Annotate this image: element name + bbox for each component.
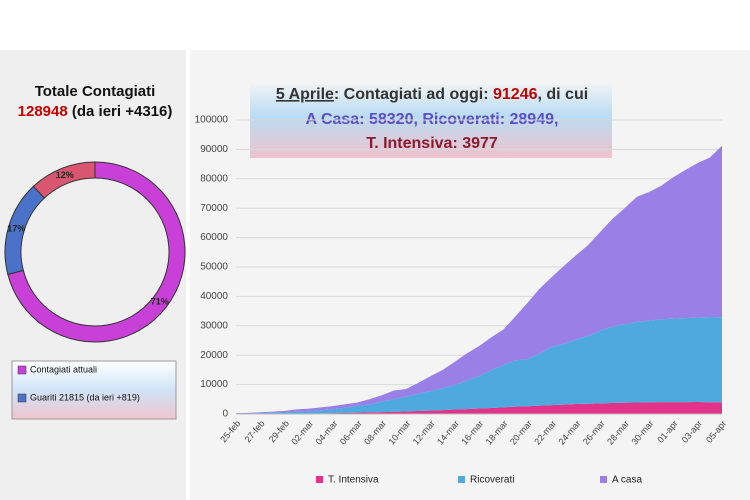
title-part: : Contagiati ad oggi:	[334, 86, 493, 103]
slice-label: 71%	[151, 297, 169, 307]
legend-swatch	[316, 476, 323, 483]
slice-label: 12%	[56, 170, 74, 180]
legend-label: A casa	[612, 475, 642, 486]
x-tick-label: 08-mar	[362, 418, 388, 446]
y-tick-label: 50000	[200, 262, 228, 273]
x-tick-label: 10-mar	[386, 418, 412, 446]
y-tick-label: 90000	[200, 144, 228, 155]
legend-label: Guariti 21815 (da ieri +819)	[30, 392, 140, 402]
legend-swatch	[17, 393, 27, 403]
donut-title: Totale Contagiati	[34, 83, 156, 100]
legend-label: Ricoverati	[470, 475, 514, 486]
x-tick-label: 05-apr	[704, 418, 728, 444]
area	[236, 145, 722, 414]
total-block: Totale Contagiati 128948 (da ieri +4316)	[10, 82, 180, 122]
y-tick-label: 60000	[200, 232, 228, 243]
left-panel	[0, 50, 186, 500]
x-tick-label: 22-mar	[532, 418, 558, 446]
title-part: 5 Aprile	[276, 86, 334, 103]
x-tick-label: 20-mar	[508, 418, 534, 446]
x-tick-label: 30-mar	[629, 418, 655, 446]
y-tick-label: 100000	[195, 115, 229, 126]
y-tick-label: 70000	[200, 203, 228, 214]
x-tick-label: 29-feb	[267, 418, 291, 444]
legend-swatch	[17, 365, 27, 375]
legend-label: T. Intensiva	[328, 475, 379, 486]
x-tick-label: 28-mar	[605, 418, 631, 446]
y-tick-label: 80000	[200, 173, 228, 184]
title-line: 5 Aprile: Contagiati ad oggi: 91246, di …	[276, 86, 588, 103]
y-tick-label: 0	[222, 409, 228, 420]
slice-label: 17%	[7, 223, 25, 233]
x-tick-label: 12-mar	[411, 418, 437, 446]
y-tick-label: 20000	[200, 350, 228, 361]
y-tick-label: 30000	[200, 320, 228, 331]
y-tick-label: 10000	[200, 379, 228, 390]
title-part: 3977	[462, 135, 498, 152]
legend-swatch	[458, 476, 465, 483]
x-tick-label: 03-apr	[680, 418, 704, 444]
x-tick-label: 06-mar	[338, 418, 364, 446]
legend-label: Contagiati attuali	[30, 364, 97, 374]
area	[236, 316, 722, 414]
total-change: (da ieri +4316)	[71, 103, 173, 120]
x-tick-label: 16-mar	[459, 418, 485, 446]
donut-legend-box	[11, 360, 177, 420]
title-line: T. Intensiva: 3977	[366, 135, 498, 152]
x-tick-label: 27-feb	[243, 418, 267, 444]
x-tick-label: 26-mar	[581, 418, 607, 446]
x-tick-label: 02-mar	[289, 418, 315, 446]
title-part: , di cui	[538, 86, 589, 103]
title-part: T. Intensiva:	[366, 135, 462, 152]
legend-swatch	[600, 476, 607, 483]
total-value: 128948	[17, 103, 68, 120]
x-tick-label: 14-mar	[435, 418, 461, 446]
x-tick-label: 04-mar	[314, 418, 340, 446]
y-tick-label: 40000	[200, 291, 228, 302]
area	[236, 402, 722, 414]
x-tick-label: 01-apr	[655, 418, 679, 444]
donut-slice	[32, 161, 96, 199]
x-tick-label: 18-mar	[484, 418, 510, 446]
x-tick-label: 25-feb	[218, 418, 242, 444]
x-tick-label: 24-mar	[557, 418, 583, 446]
title-part: 91246	[493, 86, 538, 103]
